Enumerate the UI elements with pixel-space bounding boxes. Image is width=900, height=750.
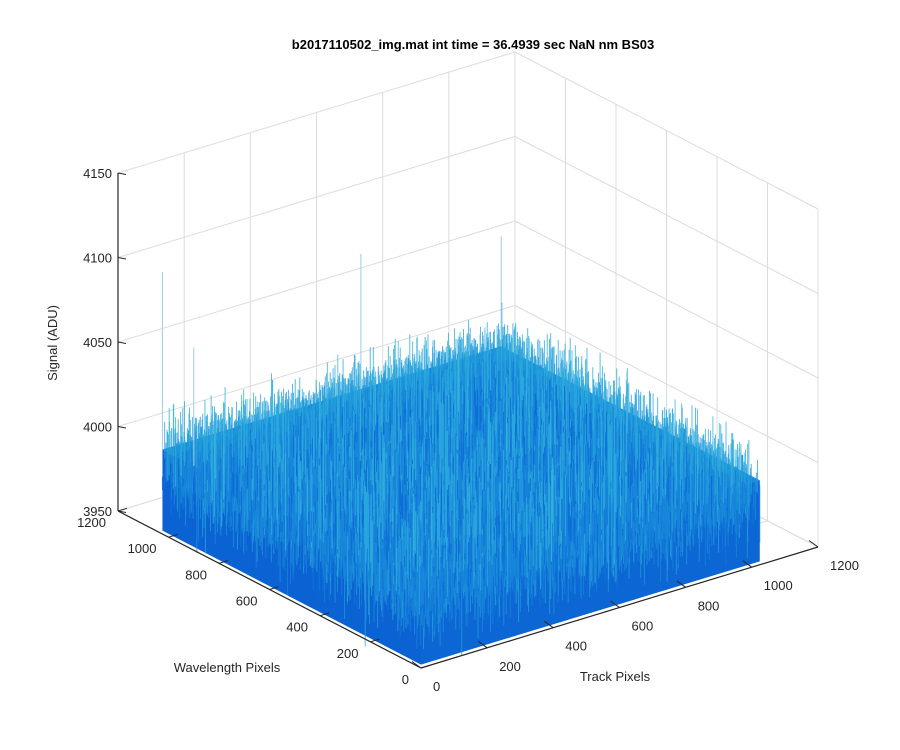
chart-title: b2017110502_img.mat int time = 36.4939 s… xyxy=(292,37,654,52)
y-tick xyxy=(117,507,128,512)
z-tick-label: 3950 xyxy=(83,504,112,519)
grid-line xyxy=(514,305,819,463)
grid-line xyxy=(117,220,516,343)
y-tick-label: 1200 xyxy=(77,515,106,530)
x-tick xyxy=(610,600,620,608)
x-tick-label: 0 xyxy=(433,679,440,694)
z-tick-label: 4050 xyxy=(83,335,112,350)
z-tick-label: 4000 xyxy=(83,420,112,435)
grid-line xyxy=(117,136,516,258)
grid-line xyxy=(514,136,819,294)
y-tick-label: 0 xyxy=(402,672,409,687)
y-tick xyxy=(218,560,229,564)
y-tick xyxy=(269,586,279,590)
tick-labels: 3950400040504100415002004006008001000120… xyxy=(77,166,859,694)
x-tick-label: 400 xyxy=(565,639,587,654)
grid-line xyxy=(117,51,516,174)
grid-line xyxy=(514,220,819,379)
x-tick-label: 200 xyxy=(499,659,521,674)
x-tick xyxy=(808,540,819,548)
y-tick-label: 600 xyxy=(236,594,258,609)
y-tick-label: 1000 xyxy=(128,541,157,556)
z-tick xyxy=(117,341,127,344)
y-axis-label: Wavelength Pixels xyxy=(174,660,281,675)
y-tick xyxy=(370,638,380,643)
z-tick xyxy=(117,257,127,260)
z-tick-label: 4150 xyxy=(83,166,112,181)
x-tick-label: 800 xyxy=(698,598,720,613)
z-axis-label: Signal (ADU) xyxy=(45,305,60,381)
x-tick xyxy=(544,620,554,629)
z-tick xyxy=(117,172,127,175)
x-tick-label: 1000 xyxy=(764,578,793,593)
y-tick xyxy=(319,612,330,617)
y-tick xyxy=(168,534,178,538)
surface-noise-strokes xyxy=(213,327,720,573)
y-tick-label: 200 xyxy=(337,646,359,661)
y-tick xyxy=(420,664,431,669)
x-tick xyxy=(477,640,488,649)
x-tick xyxy=(676,580,686,588)
y-tick-label: 400 xyxy=(286,620,308,635)
z-tick-label: 4100 xyxy=(83,251,112,266)
surface-noise-strokes xyxy=(161,371,743,632)
grid-line xyxy=(514,51,819,210)
z-tick xyxy=(117,510,127,513)
z-tick xyxy=(117,426,127,429)
axes xyxy=(117,172,819,669)
x-tick-label: 600 xyxy=(632,619,654,634)
x-tick xyxy=(411,661,422,669)
x-axis-label: Track Pixels xyxy=(580,669,651,684)
y-tick-label: 800 xyxy=(185,567,207,582)
x-tick-label: 1200 xyxy=(830,558,859,573)
surface-plot xyxy=(161,236,761,665)
x-tick xyxy=(742,560,753,568)
